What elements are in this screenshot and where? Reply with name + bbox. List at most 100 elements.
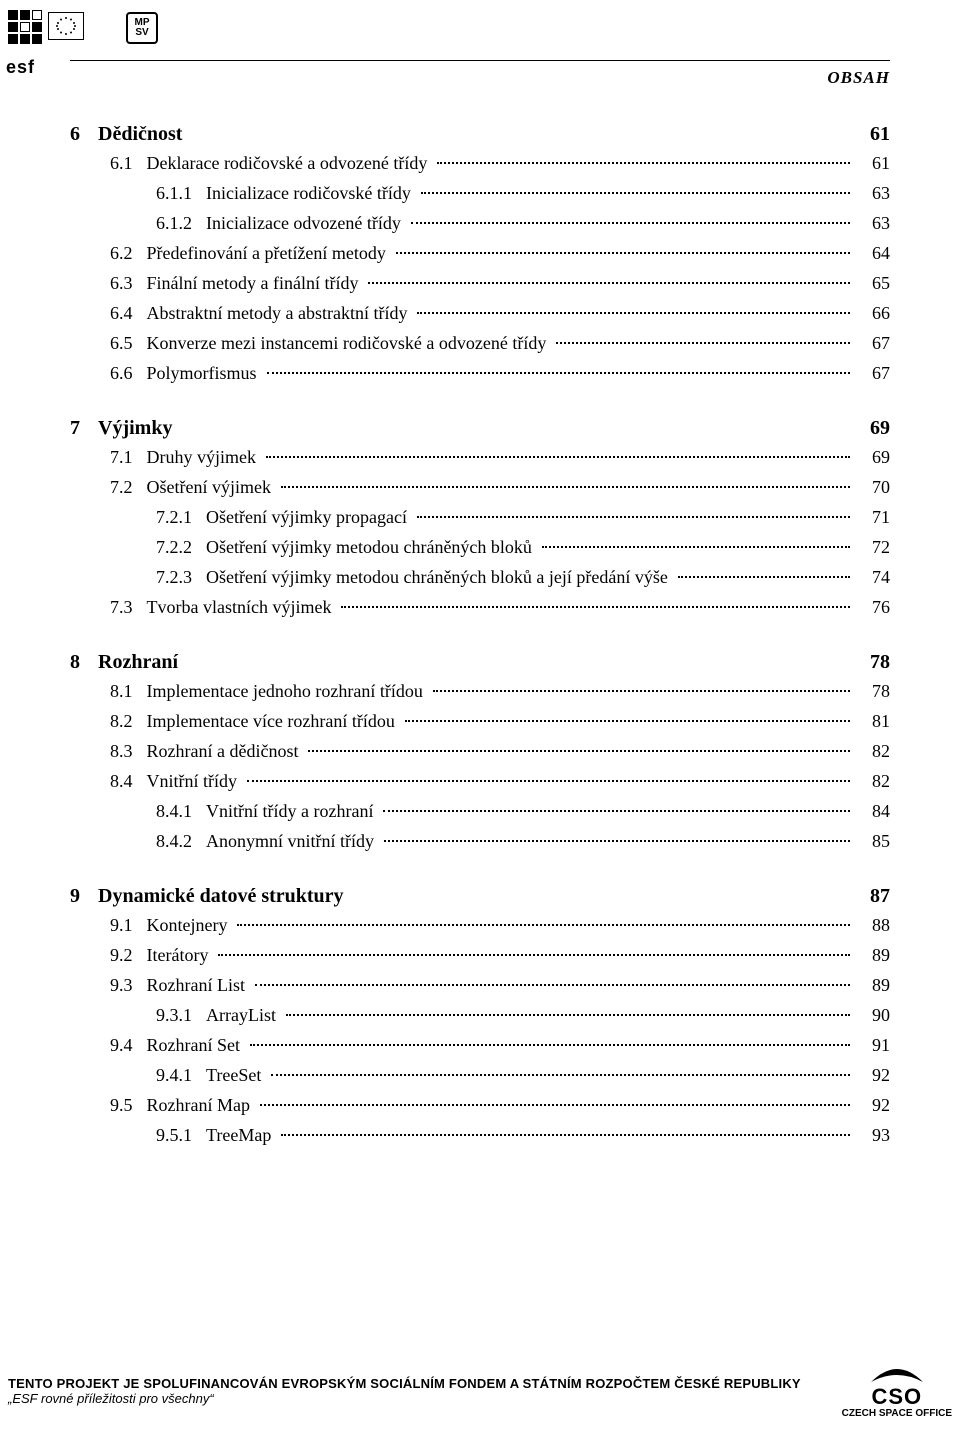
cso-logo: CSO CZECH SPACE OFFICE (842, 1362, 952, 1419)
section-page: 66 (856, 298, 890, 328)
dot-leaders (396, 252, 850, 254)
section-number: 8.1 (110, 676, 133, 706)
toc-row: 7.2.2 Ošetření výjimky metodou chráněných… (70, 532, 890, 562)
toc-chapter-head: 9Dynamické datové struktury87 (70, 882, 890, 910)
toc-row: 8.3Rozhraní a dědičnost82 (70, 736, 890, 766)
section-title: TreeSet (206, 1060, 261, 1090)
section-page: 84 (856, 796, 890, 826)
section-page: 69 (856, 442, 890, 472)
footer-line1: TENTO PROJEKT JE SPOLUFINANCOVÁN EVROPSK… (8, 1376, 801, 1391)
chapter-page: 87 (870, 882, 890, 910)
toc-chapter-head: 6Dědičnost61 (70, 120, 890, 148)
section-title: Kontejnery (147, 910, 228, 940)
section-page: 78 (856, 676, 890, 706)
dot-leaders (250, 1044, 850, 1046)
section-number: 9.4 (110, 1030, 133, 1060)
chapter-title: Dynamické datové struktury (98, 882, 344, 910)
dot-leaders (383, 810, 850, 812)
table-of-contents: 6Dědičnost616.1Deklarace rodičovské a od… (70, 120, 890, 1150)
section-number: 6.5 (110, 328, 133, 358)
toc-row: 7.2.1 Ošetření výjimky propagací 71 (70, 502, 890, 532)
section-number: 8.4.2 (156, 826, 192, 856)
toc-row: 7.2Ošetření výjimek70 (70, 472, 890, 502)
dot-leaders (433, 690, 850, 692)
footer-line2: „ESF rovné příležitosti pro všechny“ (8, 1391, 801, 1406)
section-page: 85 (856, 826, 890, 856)
footer-text: TENTO PROJEKT JE SPOLUFINANCOVÁN EVROPSK… (8, 1376, 801, 1406)
section-number: 7.2.2 (156, 532, 192, 562)
section-page: 82 (856, 766, 890, 796)
toc-row: 6.5Konverze mezi instancemi rodičovské a… (70, 328, 890, 358)
dot-leaders (417, 312, 850, 314)
section-page: 71 (856, 502, 890, 532)
section-title: Vnitřní třídy (147, 766, 238, 796)
section-title: Rozhraní Set (147, 1030, 240, 1060)
section-title: ArrayList (206, 1000, 276, 1030)
section-number: 6.1.1 (156, 178, 192, 208)
section-title: Abstraktní metody a abstraktní třídy (147, 298, 408, 328)
section-title: Vnitřní třídy a rozhraní (206, 796, 373, 826)
dot-leaders (308, 750, 850, 752)
dot-leaders (286, 1014, 850, 1016)
section-page: 63 (856, 178, 890, 208)
section-page: 92 (856, 1060, 890, 1090)
toc-row: 6.1Deklarace rodičovské a odvozené třídy… (70, 148, 890, 178)
toc-row: 6.2Předefinování a přetížení metody64 (70, 238, 890, 268)
dot-leaders (542, 546, 850, 548)
section-number: 7.2.1 (156, 502, 192, 532)
section-page: 70 (856, 472, 890, 502)
section-page: 64 (856, 238, 890, 268)
section-number: 9.5 (110, 1090, 133, 1120)
toc-row: 7.3Tvorba vlastních výjimek76 (70, 592, 890, 622)
section-title: Rozhraní List (147, 970, 245, 1000)
cso-big-text: CSO (871, 1386, 922, 1408)
section-number: 8.2 (110, 706, 133, 736)
section-page: 81 (856, 706, 890, 736)
section-number: 9.4.1 (156, 1060, 192, 1090)
section-title: Rozhraní Map (147, 1090, 250, 1120)
dot-leaders (218, 954, 850, 956)
section-number: 8.4.1 (156, 796, 192, 826)
eu-flag-icon (48, 12, 84, 40)
dot-leaders (255, 984, 850, 986)
toc-chapter: 7Výjimky697.1Druhy výjimek697.2Ošetření … (70, 414, 890, 622)
toc-chapter: 9Dynamické datové struktury879.1Kontejne… (70, 882, 890, 1150)
section-number: 9.3 (110, 970, 133, 1000)
section-title: Druhy výjimek (147, 442, 257, 472)
dot-leaders (384, 840, 850, 842)
section-page: 67 (856, 328, 890, 358)
page-footer: TENTO PROJEKT JE SPOLUFINANCOVÁN EVROPSK… (8, 1362, 952, 1419)
section-title: Implementace více rozhraní třídou (147, 706, 395, 736)
section-page: 63 (856, 208, 890, 238)
section-title: Ošetření výjimky metodou chráněných blok… (206, 532, 532, 562)
dot-leaders (556, 342, 850, 344)
page: MP SV esf OBSAH 6Dědičnost616.1Deklarace… (0, 0, 960, 1429)
section-number: 8.4 (110, 766, 133, 796)
header-logos: MP SV (8, 10, 158, 44)
toc-row: 9.4.1 TreeSet 92 (70, 1060, 890, 1090)
cso-swoosh-icon (869, 1362, 925, 1386)
dot-leaders (405, 720, 850, 722)
dot-leaders (266, 456, 850, 458)
dot-leaders (417, 516, 850, 518)
section-page: 74 (856, 562, 890, 592)
esf-logo (8, 10, 42, 44)
dot-leaders (260, 1104, 850, 1106)
dot-leaders (237, 924, 850, 926)
toc-row: 8.4.2Anonymní vnitřní třídy85 (70, 826, 890, 856)
section-page: 67 (856, 358, 890, 388)
section-title: Finální metody a finální třídy (147, 268, 359, 298)
toc-row: 6.3Finální metody a finální třídy65 (70, 268, 890, 298)
cso-small-text: CZECH SPACE OFFICE (842, 1408, 952, 1419)
toc-row: 7.2.3Ošetření výjimky metodou chráněných… (70, 562, 890, 592)
section-page: 88 (856, 910, 890, 940)
section-number: 9.5.1 (156, 1120, 192, 1150)
section-number: 9.3.1 (156, 1000, 192, 1030)
section-title: Ošetření výjimky propagací (206, 502, 407, 532)
section-page: 89 (856, 970, 890, 1000)
section-number: 7.3 (110, 592, 133, 622)
section-page: 92 (856, 1090, 890, 1120)
chapter-page: 78 (870, 648, 890, 676)
section-page: 65 (856, 268, 890, 298)
dot-leaders (341, 606, 850, 608)
